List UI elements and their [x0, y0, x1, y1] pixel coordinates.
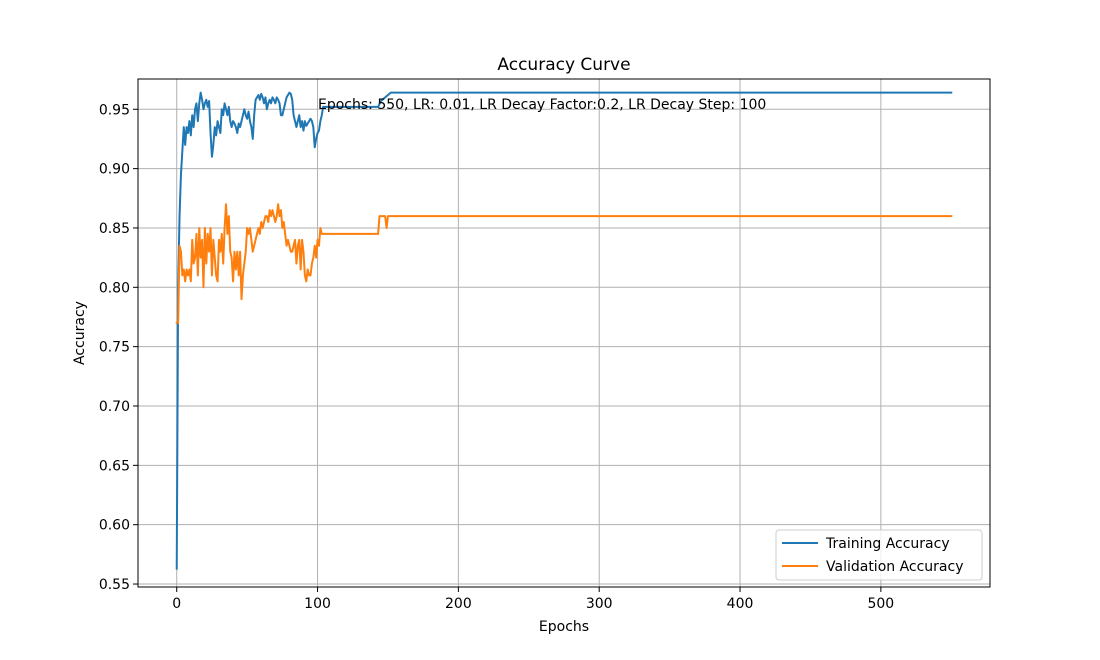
x-tick-label: 300: [586, 596, 613, 612]
legend: Training Accuracy Validation Accuracy: [775, 529, 983, 581]
chart-annotation: Epochs: 550, LR: 0.01, LR Decay Factor:0…: [318, 97, 766, 113]
legend-box: [775, 529, 983, 581]
y-tick-label: 0.85: [99, 221, 130, 237]
y-tick-label: 0.65: [99, 458, 130, 474]
plot-frame: [137, 78, 991, 588]
chart-title: Accuracy Curve: [497, 55, 630, 75]
x-axis-label: Epochs: [539, 619, 589, 635]
validation-accuracy-line: [175, 203, 953, 324]
y-axis-label: Accuracy: [72, 301, 88, 365]
x-tick-label: 0: [172, 596, 181, 612]
training-accuracy-line: [175, 91, 953, 570]
y-tick-label: 0.95: [99, 102, 130, 118]
y-tick-label: 0.90: [99, 162, 130, 178]
x-tick-label: 100: [304, 596, 331, 612]
y-tick-label: 0.75: [99, 340, 130, 356]
y-tick-label: 0.60: [99, 518, 130, 534]
series-layer: [175, 91, 953, 570]
x-tick-label: 500: [867, 596, 894, 612]
x-tick-label: 200: [445, 596, 472, 612]
legend-label-validation: Validation Accuracy: [826, 559, 964, 575]
tick-layer: 0 100 200 300 400 500 0.55 0.60 0.65 0.70 0.75 0.80…: [99, 102, 894, 612]
legend-label-training: Training Accuracy: [825, 536, 950, 552]
x-tick-label: 400: [727, 596, 754, 612]
y-tick-label: 0.80: [99, 280, 130, 296]
y-tick-label: 0.70: [99, 399, 130, 415]
grid-layer: [138, 79, 990, 587]
y-tick-label: 0.55: [99, 577, 130, 593]
